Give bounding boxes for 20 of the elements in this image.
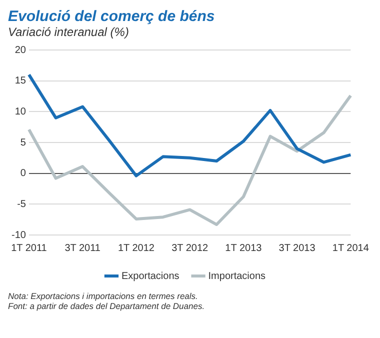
y-tick-label: -5 (17, 198, 26, 210)
x-tick-label: 1T 2014 (332, 242, 370, 254)
chart-subtitle: Variació interanual (%) (8, 25, 130, 39)
x-tick-label: 1T 2011 (11, 242, 48, 254)
x-tick-label: 1T 2013 (225, 242, 262, 254)
y-tick-label: 5 (20, 137, 26, 148)
y-tick-label: -10 (12, 230, 26, 241)
x-tick-label: 3T 2012 (172, 242, 209, 254)
y-tick-label: 10 (14, 106, 26, 118)
y-tick-label: 0 (20, 168, 26, 180)
x-tick-label: 1T 2012 (118, 242, 155, 254)
text: Font: a partir de dades del Departament de Duanes. (8, 301, 206, 311)
x-tick-label: 3T 2013 (278, 242, 316, 254)
x-tick-label: 3T 2011 (64, 242, 101, 254)
y-tick-label: 20 (14, 44, 26, 56)
legend-label: Importacions (208, 270, 266, 282)
y-tick-label: 15 (14, 76, 26, 87)
legend-label: Exportacions (121, 270, 180, 282)
chart-title: Evolució del comerç de béns (8, 8, 216, 25)
text: Nota: Exportacions i importacions en termes reals. (8, 291, 199, 301)
